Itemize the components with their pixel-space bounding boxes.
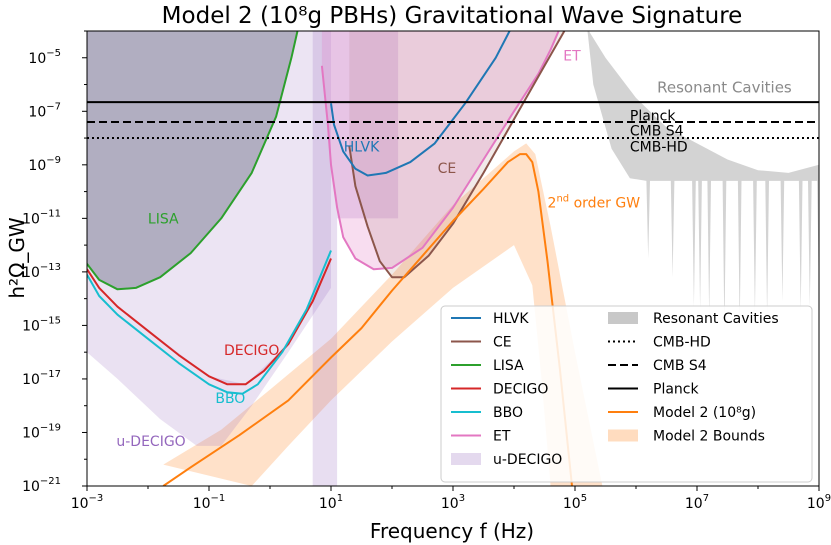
vertical-band-1	[337, 31, 399, 219]
label-second-order-gw: 2nd order GW	[548, 194, 641, 212]
series-line-bbo	[87, 250, 332, 395]
legend-label: CE	[493, 335, 512, 351]
legend-swatch	[451, 453, 481, 465]
legend-swatch	[608, 312, 638, 324]
label-ce: CE	[438, 161, 457, 177]
series-line-et	[320, 31, 560, 271]
label-bbo: BBO	[215, 391, 245, 407]
legend-label: Resonant Cavities	[653, 311, 779, 327]
label-lisa: LISA	[148, 212, 179, 228]
series-line-decigo	[87, 258, 332, 386]
model2-bounds-band	[163, 143, 603, 486]
legend-label: LISA	[493, 358, 524, 374]
label-hlvk: HLVK	[344, 139, 380, 155]
ce-region	[349, 31, 565, 278]
x-axis-label: Frequency f (Hz)	[370, 519, 534, 543]
legend-swatch	[608, 429, 638, 442]
chart-title: Model 2 (10⁸g PBHs) Gravitational Wave S…	[162, 3, 743, 29]
series-line-hlvk	[330, 31, 511, 177]
legend-label: CMB-HD	[653, 335, 711, 351]
legend-label: CMB S4	[653, 358, 707, 374]
legend-label: DECIGO	[493, 382, 548, 398]
legend-label: Model 2 Bounds	[653, 429, 765, 445]
legend-label: BBO	[493, 405, 523, 421]
label-planck: Planck	[630, 109, 676, 125]
series-line-ce	[348, 31, 566, 279]
legend-label: Planck	[653, 382, 699, 398]
lisa-region	[87, 31, 298, 290]
vertical-band-0	[312, 31, 338, 486]
decigo-region	[87, 31, 331, 385]
y-axis-label: h²Ω_GW	[5, 217, 29, 298]
plot-area	[87, 31, 819, 486]
legend-label: Model 2 (10⁸g)	[653, 405, 756, 421]
label-et: ET	[563, 48, 581, 64]
legend-label: ET	[493, 429, 511, 445]
legend-label: HLVK	[493, 311, 529, 327]
label-cmb-s4: CMB S4	[630, 123, 684, 139]
legend-label: u-DECIGO	[493, 452, 562, 468]
label-resonant-cavities: Resonant Cavities	[657, 79, 792, 97]
resonant-cavities-region	[587, 31, 819, 331]
u-decigo-band	[87, 258, 331, 446]
label-decigo: DECIGO	[224, 343, 279, 359]
series-line-model-2-10-g-	[162, 153, 573, 486]
legend: HLVK CE LISA DECIGO BBO ET u-DECIGO Resonant Ca…	[440, 305, 813, 483]
et-region	[321, 31, 559, 270]
label-cmb-hd: CMB-HD	[630, 139, 688, 155]
series-line-lisa	[87, 31, 299, 291]
label-u-decigo: u-DECIGO	[116, 434, 185, 450]
legend-box	[440, 305, 813, 483]
